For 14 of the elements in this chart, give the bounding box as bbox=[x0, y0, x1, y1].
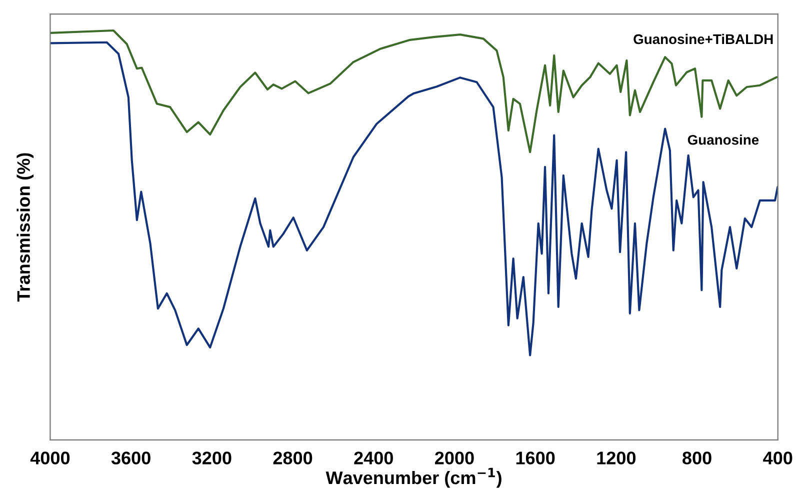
x-axis-title: Wavenumber (cm$^{−1}$) bbox=[326, 468, 502, 488]
x-tick-label: 1600 bbox=[516, 452, 555, 464]
series-label: Guanosine bbox=[688, 134, 759, 145]
x-tick-label: 2800 bbox=[273, 452, 312, 464]
x-tick-label: 800 bbox=[682, 452, 712, 464]
x-tick-label: 2400 bbox=[354, 452, 393, 464]
x-tick-label: 1200 bbox=[597, 452, 636, 464]
x-tick-label: 3600 bbox=[111, 452, 150, 464]
y-axis-title: Transmission (%) bbox=[16, 153, 34, 302]
x-tick-label: 3200 bbox=[192, 452, 232, 464]
x-tick-label: 400 bbox=[763, 452, 792, 464]
x-tick-label: 4000 bbox=[30, 452, 70, 464]
series-label: Guanosine+TiBALDH bbox=[634, 34, 773, 44]
x-tick-label: 2000 bbox=[435, 452, 474, 464]
